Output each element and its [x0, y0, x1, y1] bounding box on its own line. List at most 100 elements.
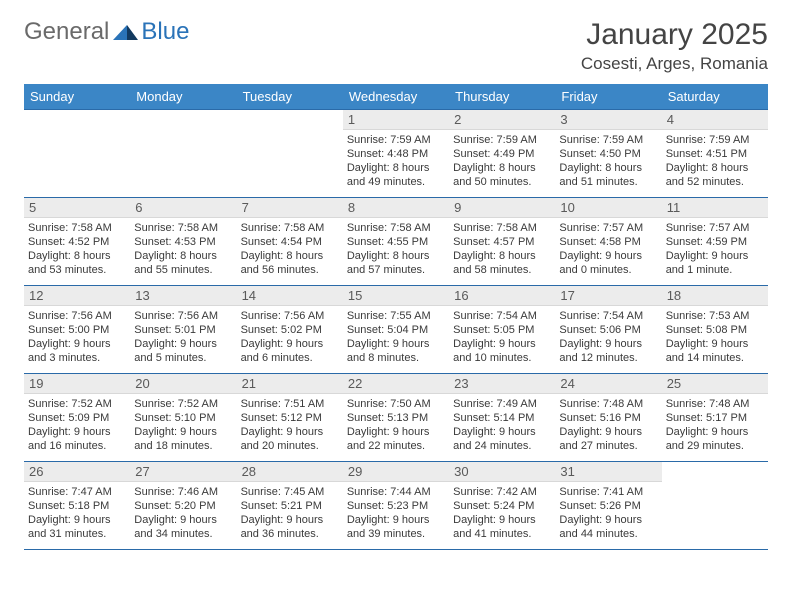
day-number: 28: [237, 462, 343, 482]
day-details: Sunrise: 7:56 AMSunset: 5:02 PMDaylight:…: [241, 309, 339, 365]
day-cell: 26Sunrise: 7:47 AMSunset: 5:18 PMDayligh…: [24, 462, 130, 550]
day-details: Sunrise: 7:59 AMSunset: 4:48 PMDaylight:…: [347, 133, 445, 189]
day-number: 18: [662, 286, 768, 306]
day-cell: 2 Sunrise: 7:59 AMSunset: 4:49 PMDaylight…: [449, 110, 555, 198]
day-details: Sunrise: 7:59 AMSunset: 4:50 PMDaylight:…: [559, 133, 657, 189]
day-number: 11: [662, 198, 768, 218]
logo-text-general: General: [24, 18, 109, 46]
day-cell: 7 Sunrise: 7:58 AMSunset: 4:54 PMDaylight…: [237, 198, 343, 286]
day-number: 12: [24, 286, 130, 306]
day-details: Sunrise: 7:41 AMSunset: 5:26 PMDaylight:…: [559, 485, 657, 541]
day-number: 20: [130, 374, 236, 394]
week-row: 1 Sunrise: 7:59 AMSunset: 4:48 PMDaylight…: [24, 110, 768, 198]
day-number: 23: [449, 374, 555, 394]
day-cell: 4Sunrise: 7:59 AMSunset: 4:51 PMDaylight…: [662, 110, 768, 198]
day-number: 6: [130, 198, 236, 218]
week-row: 12 Sunrise: 7:56 AMSunset: 5:00 PMDayligh…: [24, 286, 768, 374]
day-number: 16: [449, 286, 555, 306]
day-cell: 31Sunrise: 7:41 AMSunset: 5:26 PMDayligh…: [555, 462, 661, 550]
calendar-table: SundayMondayTuesdayWednesdayThursdayFrid…: [24, 84, 768, 550]
dayname-header: Thursday: [449, 84, 555, 110]
day-cell: 1 Sunrise: 7:59 AMSunset: 4:48 PMDaylight…: [343, 110, 449, 198]
day-details: Sunrise: 7:53 AMSunset: 5:08 PMDaylight:…: [666, 309, 764, 365]
dayname-header: Friday: [555, 84, 661, 110]
day-cell: 12 Sunrise: 7:56 AMSunset: 5:00 PMDayligh…: [24, 286, 130, 374]
day-details: Sunrise: 7:48 AMSunset: 5:17 PMDaylight:…: [666, 397, 764, 453]
day-cell: 25 Sunrise: 7:48 AMSunset: 5:17 PMDayligh…: [662, 374, 768, 462]
day-details: Sunrise: 7:57 AMSunset: 4:58 PMDaylight:…: [559, 221, 657, 277]
day-number: 27: [130, 462, 236, 482]
header: General Blue January 2025 Cosesti, Arges…: [24, 18, 768, 74]
week-row: 19Sunrise: 7:52 AMSunset: 5:09 PMDayligh…: [24, 374, 768, 462]
day-details: Sunrise: 7:59 AMSunset: 4:51 PMDaylight:…: [666, 133, 764, 189]
day-cell: 16 Sunrise: 7:54 AMSunset: 5:05 PMDayligh…: [449, 286, 555, 374]
day-details: Sunrise: 7:58 AMSunset: 4:55 PMDaylight:…: [347, 221, 445, 277]
day-details: Sunrise: 7:54 AMSunset: 5:05 PMDaylight:…: [453, 309, 551, 365]
day-details: Sunrise: 7:51 AMSunset: 5:12 PMDaylight:…: [241, 397, 339, 453]
day-details: Sunrise: 7:52 AMSunset: 5:10 PMDaylight:…: [134, 397, 232, 453]
logo-triangle-icon: [113, 22, 139, 42]
dayname-header: Tuesday: [237, 84, 343, 110]
day-number: 30: [449, 462, 555, 482]
dayname-header: Saturday: [662, 84, 768, 110]
day-cell: 22Sunrise: 7:50 AMSunset: 5:13 PMDayligh…: [343, 374, 449, 462]
day-cell: 3 Sunrise: 7:59 AMSunset: 4:50 PMDaylight…: [555, 110, 661, 198]
location: Cosesti, Arges, Romania: [581, 54, 768, 74]
day-cell: 24 Sunrise: 7:48 AMSunset: 5:16 PMDayligh…: [555, 374, 661, 462]
day-number: 5: [24, 198, 130, 218]
day-number: 2: [449, 110, 555, 130]
day-number: 22: [343, 374, 449, 394]
day-details: Sunrise: 7:45 AMSunset: 5:21 PMDaylight:…: [241, 485, 339, 541]
logo: General Blue: [24, 18, 189, 46]
day-details: Sunrise: 7:55 AMSunset: 5:04 PMDaylight:…: [347, 309, 445, 365]
day-cell: 27 Sunrise: 7:46 AMSunset: 5:20 PMDayligh…: [130, 462, 236, 550]
day-details: Sunrise: 7:56 AMSunset: 5:00 PMDaylight:…: [28, 309, 126, 365]
day-cell: 15Sunrise: 7:55 AMSunset: 5:04 PMDayligh…: [343, 286, 449, 374]
day-cell: 5 Sunrise: 7:58 AMSunset: 4:52 PMDaylight…: [24, 198, 130, 286]
day-cell: 14 Sunrise: 7:56 AMSunset: 5:02 PMDayligh…: [237, 286, 343, 374]
day-cell: 6Sunrise: 7:58 AMSunset: 4:53 PMDaylight…: [130, 198, 236, 286]
day-number: 21: [237, 374, 343, 394]
day-cell: [24, 110, 130, 198]
day-number: 10: [555, 198, 661, 218]
day-details: Sunrise: 7:58 AMSunset: 4:52 PMDaylight:…: [28, 221, 126, 277]
day-number: 19: [24, 374, 130, 394]
day-number: 24: [555, 374, 661, 394]
day-cell: [130, 110, 236, 198]
day-cell: 18 Sunrise: 7:53 AMSunset: 5:08 PMDayligh…: [662, 286, 768, 374]
day-cell: 17Sunrise: 7:54 AMSunset: 5:06 PMDayligh…: [555, 286, 661, 374]
day-cell: 28 Sunrise: 7:45 AMSunset: 5:21 PMDayligh…: [237, 462, 343, 550]
day-number: 3: [555, 110, 661, 130]
day-number: 29: [343, 462, 449, 482]
day-cell: 13Sunrise: 7:56 AMSunset: 5:01 PMDayligh…: [130, 286, 236, 374]
day-cell: 30 Sunrise: 7:42 AMSunset: 5:24 PMDayligh…: [449, 462, 555, 550]
dayname-header: Sunday: [24, 84, 130, 110]
day-cell: 8 Sunrise: 7:58 AMSunset: 4:55 PMDaylight…: [343, 198, 449, 286]
dayname-row: SundayMondayTuesdayWednesdayThursdayFrid…: [24, 84, 768, 110]
day-details: Sunrise: 7:59 AMSunset: 4:49 PMDaylight:…: [453, 133, 551, 189]
day-details: Sunrise: 7:58 AMSunset: 4:54 PMDaylight:…: [241, 221, 339, 277]
day-details: Sunrise: 7:54 AMSunset: 5:06 PMDaylight:…: [559, 309, 657, 365]
day-details: Sunrise: 7:46 AMSunset: 5:20 PMDaylight:…: [134, 485, 232, 541]
day-number: 25: [662, 374, 768, 394]
day-cell: 11 Sunrise: 7:57 AMSunset: 4:59 PMDayligh…: [662, 198, 768, 286]
day-cell: 19Sunrise: 7:52 AMSunset: 5:09 PMDayligh…: [24, 374, 130, 462]
day-number: 26: [24, 462, 130, 482]
month-title: January 2025: [581, 18, 768, 52]
day-number: 1: [343, 110, 449, 130]
day-cell: 10 Sunrise: 7:57 AMSunset: 4:58 PMDayligh…: [555, 198, 661, 286]
day-details: Sunrise: 7:48 AMSunset: 5:16 PMDaylight:…: [559, 397, 657, 453]
week-row: 5 Sunrise: 7:58 AMSunset: 4:52 PMDaylight…: [24, 198, 768, 286]
dayname-header: Monday: [130, 84, 236, 110]
day-number: 14: [237, 286, 343, 306]
day-details: Sunrise: 7:57 AMSunset: 4:59 PMDaylight:…: [666, 221, 764, 277]
day-cell: 29Sunrise: 7:44 AMSunset: 5:23 PMDayligh…: [343, 462, 449, 550]
title-block: January 2025 Cosesti, Arges, Romania: [581, 18, 768, 74]
day-number: 7: [237, 198, 343, 218]
day-details: Sunrise: 7:42 AMSunset: 5:24 PMDaylight:…: [453, 485, 551, 541]
day-cell: 21 Sunrise: 7:51 AMSunset: 5:12 PMDayligh…: [237, 374, 343, 462]
day-cell: 9Sunrise: 7:58 AMSunset: 4:57 PMDaylight…: [449, 198, 555, 286]
day-number: 13: [130, 286, 236, 306]
day-number: 8: [343, 198, 449, 218]
dayname-header: Wednesday: [343, 84, 449, 110]
